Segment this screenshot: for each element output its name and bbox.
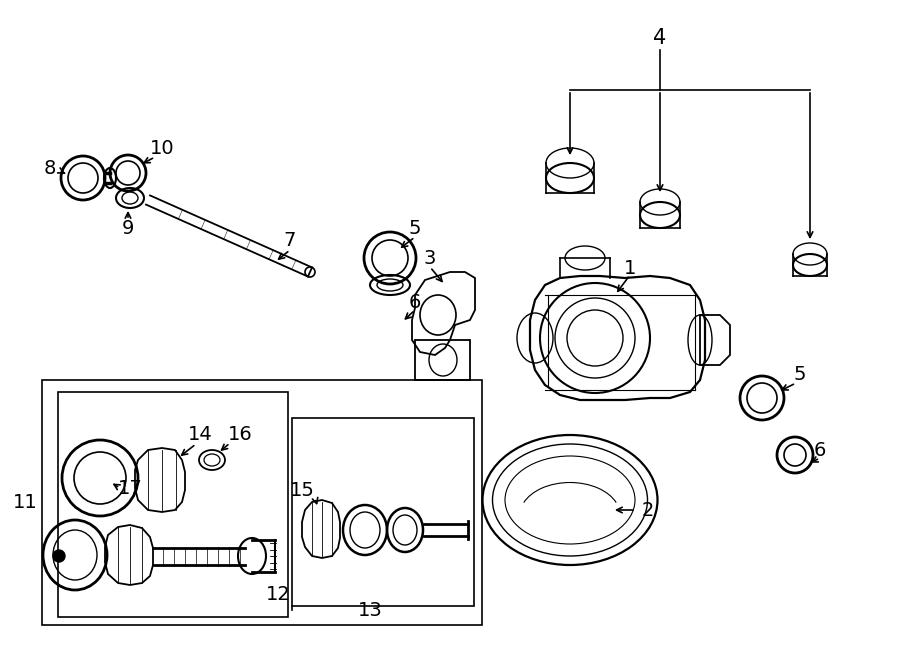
- Text: 13: 13: [357, 600, 382, 619]
- Text: 8: 8: [44, 159, 56, 178]
- Text: 16: 16: [228, 426, 252, 444]
- Text: 2: 2: [642, 500, 654, 520]
- Bar: [58, 392, 288, 617]
- Bar: [42, 380, 482, 625]
- Ellipse shape: [53, 550, 65, 562]
- Text: 17: 17: [118, 479, 142, 498]
- Text: 11: 11: [13, 492, 38, 512]
- Text: 6: 6: [814, 440, 826, 459]
- Bar: [292, 418, 474, 606]
- Text: 6: 6: [409, 293, 421, 311]
- Text: 1: 1: [624, 258, 636, 278]
- Text: 12: 12: [266, 586, 291, 605]
- Text: 7: 7: [284, 231, 296, 249]
- Text: 5: 5: [794, 366, 806, 385]
- Text: 3: 3: [424, 249, 436, 268]
- Text: 14: 14: [187, 426, 212, 444]
- Text: 5: 5: [409, 219, 421, 237]
- Text: 4: 4: [653, 28, 667, 48]
- Text: 9: 9: [122, 219, 134, 237]
- Text: 15: 15: [290, 481, 314, 500]
- Text: 10: 10: [149, 139, 175, 157]
